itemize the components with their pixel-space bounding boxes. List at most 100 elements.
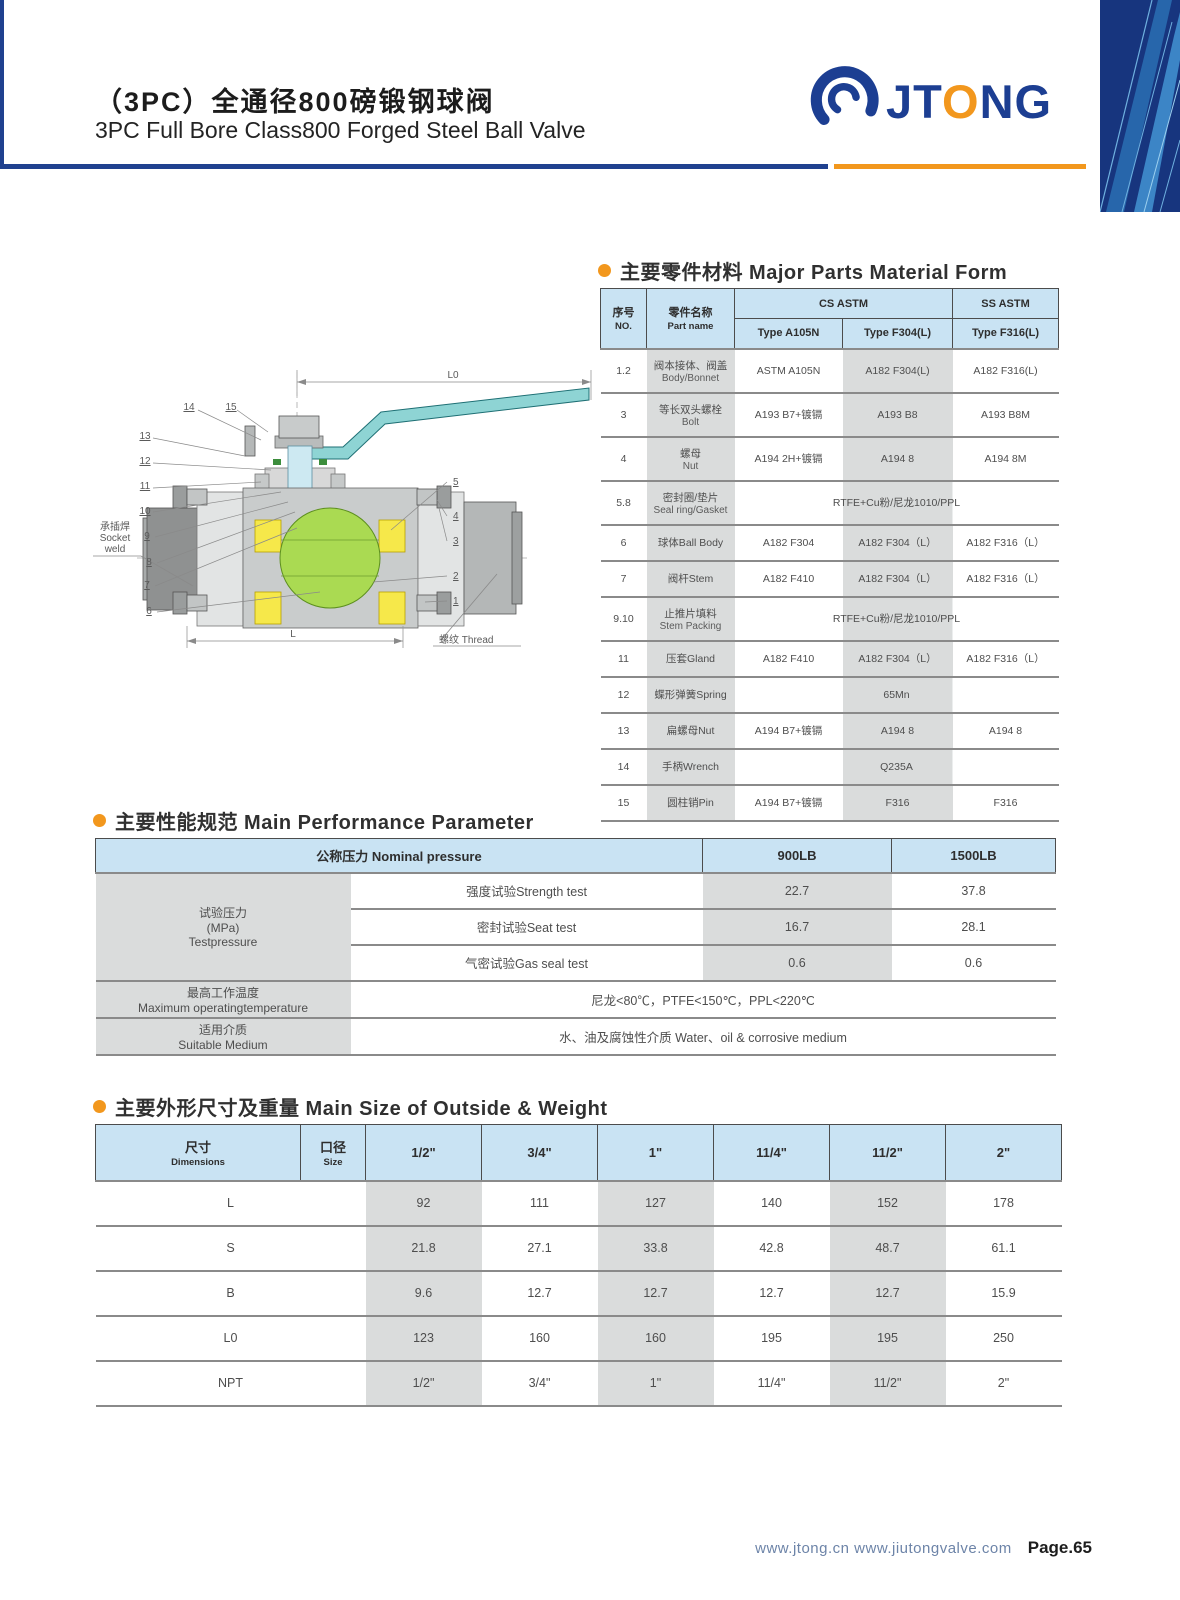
material-section-header: 主要零件材料 Major Parts Material Form bbox=[598, 256, 1007, 285]
cell-f304: A182 F304（L） bbox=[842, 523, 953, 561]
cell-f304: A182 F304（L） bbox=[842, 559, 953, 597]
cell-value-1500: 37.8 bbox=[891, 871, 1056, 909]
cell-f316: A182 F316（L） bbox=[952, 523, 1059, 561]
cell-no: 3 bbox=[600, 391, 647, 437]
cell-a105n: A182 F304 bbox=[734, 523, 843, 561]
jtong-logo-swirl-icon bbox=[810, 66, 879, 126]
cell-dim-label: L bbox=[95, 1179, 366, 1226]
cell-part-name: 圆柱销Pin bbox=[646, 783, 735, 822]
callout-12: 12 bbox=[139, 456, 151, 467]
table-row: 3 等长双头螺栓 Bolt A193 B7+镀镉 A193 B8 A193 B8M bbox=[600, 391, 1059, 437]
socket-weld-label-en1: Socket bbox=[100, 533, 131, 544]
table-row: 12 蝶形弹簧Spring 65Mn bbox=[600, 675, 1059, 713]
cell-a105n: A194 2H+镀镉 bbox=[734, 435, 843, 481]
header-rule-navy bbox=[0, 164, 828, 169]
cell-material-span: RTFE+Cu粉/尼龙1010/PPL bbox=[734, 595, 1059, 641]
table-row: NPT 1/2" 3/4" 1" 11/4" 11/2" 2" bbox=[95, 1359, 1062, 1407]
cell-value: 140 bbox=[713, 1179, 830, 1226]
cell-value: 250 bbox=[945, 1314, 1062, 1361]
cell-value: 11/4" bbox=[713, 1359, 830, 1407]
cell-part-name: 阀杆Stem bbox=[646, 559, 735, 597]
dim-l0-label: L0 bbox=[447, 370, 459, 381]
cell-value: 152 bbox=[829, 1179, 946, 1226]
cell-test-name: 密封试验Seat test bbox=[350, 907, 703, 945]
cell-value: 127 bbox=[597, 1179, 714, 1226]
col-header-size-4: 11/2" bbox=[829, 1124, 946, 1181]
col-header-size-2: 1" bbox=[597, 1124, 714, 1181]
logo-ng: NG bbox=[979, 74, 1053, 128]
cell-no: 5.8 bbox=[600, 479, 647, 525]
col-header-dimensions: 尺寸 Dimensions bbox=[95, 1124, 301, 1181]
body-bolts bbox=[172, 485, 452, 615]
material-table: 序号 NO. 零件名称 Part name CS ASTM SS ASTM Type… bbox=[600, 288, 1059, 822]
cell-value: 195 bbox=[829, 1314, 946, 1361]
footer-urls: www.jtong.cn www.jiutongvalve.com bbox=[755, 1540, 1012, 1557]
cell-f316: A182 F316(L) bbox=[952, 347, 1059, 393]
cell-value: 1/2" bbox=[365, 1359, 482, 1407]
cell-f304: F316 bbox=[842, 783, 953, 822]
col-header-cs-astm: CS ASTM bbox=[734, 288, 953, 319]
col-header-f304: Type F304(L) bbox=[842, 318, 953, 349]
table-row: 密封试验Seat test 16.7 28.1 bbox=[96, 907, 1056, 945]
table-row: L 92 111 127 140 152 178 bbox=[95, 1179, 1062, 1226]
cell-part-name: 阀本接体、阀盖 Body/Bonnet bbox=[646, 347, 735, 393]
cell-f316: A182 F316（L） bbox=[952, 639, 1059, 677]
cell-f316: A194 8 bbox=[952, 711, 1059, 749]
callout-10: 10 bbox=[139, 506, 151, 517]
cell-no: 9.10 bbox=[600, 595, 647, 641]
cell-dim-label: NPT bbox=[95, 1359, 366, 1407]
jtong-logo-text: JTONG bbox=[886, 74, 1052, 129]
cell-no: 7 bbox=[600, 559, 647, 597]
cell-value: 92 bbox=[365, 1179, 482, 1226]
cell-value: 12.7 bbox=[829, 1269, 946, 1316]
cell-no: 1.2 bbox=[600, 347, 647, 393]
cell-part-name: 球体Ball Body bbox=[646, 523, 735, 561]
cell-value: 12.7 bbox=[713, 1269, 830, 1316]
col-header-nominal-pressure: 公称压力 Nominal pressure bbox=[95, 838, 703, 873]
cell-value: 48.7 bbox=[829, 1224, 946, 1271]
corner-decoration bbox=[1100, 0, 1180, 212]
col-header-size: 口径 Size bbox=[300, 1124, 366, 1181]
cell-value-900: 22.7 bbox=[702, 871, 892, 909]
table-row: 9.10 止推片填料 Stem Packing RTFE+Cu粉/尼龙1010/P… bbox=[600, 595, 1059, 641]
cell-a105n: A182 F410 bbox=[734, 559, 843, 597]
cell-part-name: 扁螺母Nut bbox=[646, 711, 735, 749]
cell-value-1500: 0.6 bbox=[891, 943, 1056, 981]
cell-no: 13 bbox=[600, 711, 647, 749]
table-row: 适用介质 Suitable Medium 水、油及腐蚀性介质 Water、oil… bbox=[95, 1016, 1056, 1056]
cell-max-temp-label: 最高工作温度 Maximum operatingtemperature bbox=[95, 979, 351, 1018]
cell-value: 160 bbox=[481, 1314, 598, 1361]
logo-o: O bbox=[942, 74, 980, 128]
cell-material-span: 65Mn bbox=[734, 675, 1059, 713]
cell-value: 3/4" bbox=[481, 1359, 598, 1407]
cell-no: 12 bbox=[600, 675, 647, 713]
table-row: 13 扁螺母Nut A194 B7+镀镉 A194 8 A194 8 bbox=[600, 711, 1059, 749]
callout-4: 4 bbox=[453, 511, 459, 522]
col-header-ss-astm: SS ASTM bbox=[952, 288, 1059, 319]
performance-table: 公称压力 Nominal pressure 900LB 1500LB 试验压力 … bbox=[95, 838, 1056, 1056]
cell-part-name: 蝶形弹簧Spring bbox=[646, 675, 735, 713]
cell-value: 61.1 bbox=[945, 1224, 1062, 1271]
cell-dim-label: L0 bbox=[95, 1314, 366, 1361]
table-row: 气密试验Gas seal test 0.6 0.6 bbox=[96, 943, 1056, 981]
cell-f304: A194 8 bbox=[842, 711, 953, 749]
col-header-size-3: 11/4" bbox=[713, 1124, 830, 1181]
cell-f316: A194 8M bbox=[952, 435, 1059, 481]
callout-5: 5 bbox=[453, 477, 459, 488]
col-header-f316: Type F316(L) bbox=[952, 318, 1059, 349]
table-row: 7 阀杆Stem A182 F410 A182 F304（L） A182 F31… bbox=[600, 559, 1059, 597]
cell-part-name: 手柄Wrench bbox=[646, 747, 735, 785]
cell-f304: A194 8 bbox=[842, 435, 953, 481]
cell-f316: A193 B8M bbox=[952, 391, 1059, 437]
cell-a105n: A194 B7+镀镉 bbox=[734, 783, 843, 822]
cell-value: 178 bbox=[945, 1179, 1062, 1226]
col-header-size-0: 1/2" bbox=[365, 1124, 482, 1181]
cell-test-pressure-label: 试验压力 (MPa) Testpressure bbox=[95, 871, 351, 981]
page-title-cn: （3PC）全通径800磅锻钢球阀 bbox=[95, 87, 495, 117]
cell-a105n: A182 F410 bbox=[734, 639, 843, 677]
callout-1: 1 bbox=[453, 596, 459, 607]
cell-no: 11 bbox=[600, 639, 647, 677]
bullet-icon bbox=[93, 1100, 106, 1113]
cell-dim-label: S bbox=[95, 1224, 366, 1271]
